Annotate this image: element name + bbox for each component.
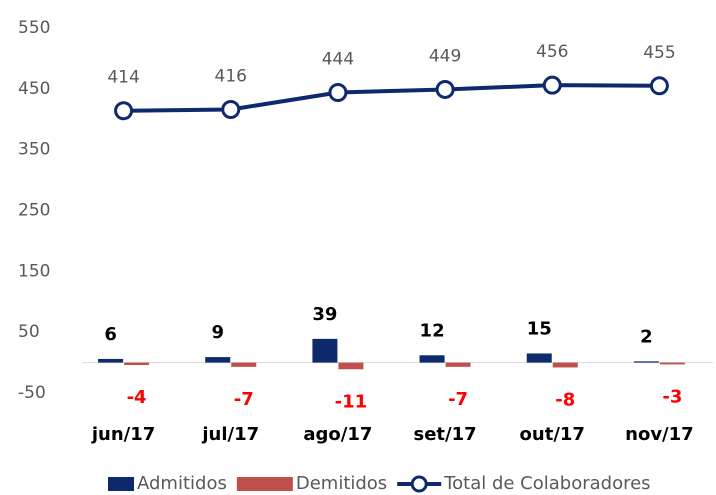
line-marker — [649, 76, 669, 96]
y-tick-label: 250 — [18, 201, 50, 221]
line-marker — [114, 101, 134, 121]
data-label: 449 — [429, 46, 461, 66]
data-label: 455 — [643, 43, 675, 63]
line — [123, 83, 660, 113]
line-marker — [221, 100, 241, 120]
bar — [633, 361, 659, 363]
bar — [124, 362, 150, 366]
x-tick-label: jun/17 — [91, 424, 155, 445]
y-tick-label: 50 — [18, 322, 40, 342]
x-tick-label: out/17 — [520, 424, 585, 445]
bar — [659, 362, 685, 365]
bar — [338, 362, 364, 370]
x-tick-label: ago/17 — [303, 424, 372, 445]
legend-label: Demitidos — [296, 473, 387, 494]
data-label: -11 — [335, 391, 368, 412]
data-label: 9 — [211, 322, 224, 343]
bar — [552, 362, 578, 368]
data-label: 456 — [536, 42, 568, 62]
x-tick-label: nov/17 — [625, 424, 694, 445]
data-label: 39 — [312, 304, 337, 325]
legend-swatch — [108, 477, 134, 491]
bar — [445, 362, 471, 367]
y-tick-label: 150 — [18, 261, 50, 281]
legend-swatch — [236, 477, 293, 491]
data-label: 416 — [215, 67, 247, 87]
data-label: -7 — [234, 389, 254, 410]
data-label: 414 — [107, 68, 139, 88]
data-label: 15 — [527, 318, 552, 339]
x-tick-label: set/17 — [414, 424, 477, 445]
bar — [419, 355, 445, 363]
data-label: 2 — [640, 326, 653, 347]
data-label: 12 — [420, 320, 445, 341]
x-tick-label: jul/17 — [201, 424, 259, 445]
data-label: 6 — [104, 324, 117, 345]
line-marker — [542, 75, 562, 95]
bar — [312, 338, 338, 363]
legend-label: Admitidos — [137, 473, 227, 494]
y-tick-label: 450 — [18, 79, 50, 99]
bar — [205, 357, 231, 363]
bar — [526, 353, 552, 363]
data-label: -8 — [555, 389, 575, 410]
legend-label: Total de Colaboradores — [443, 473, 650, 494]
data-label: 444 — [322, 49, 354, 69]
legend-swatch — [410, 475, 428, 493]
y-tick-label: 350 — [18, 140, 50, 160]
bar — [231, 362, 257, 367]
line-marker — [328, 82, 348, 102]
y-tick-label: 550 — [18, 18, 50, 38]
y-tick-label: -50 — [18, 383, 46, 403]
line-marker — [435, 79, 455, 99]
bar — [98, 358, 124, 363]
data-label: -4 — [127, 387, 147, 408]
data-label: -3 — [662, 386, 682, 407]
data-label: -7 — [448, 389, 468, 410]
